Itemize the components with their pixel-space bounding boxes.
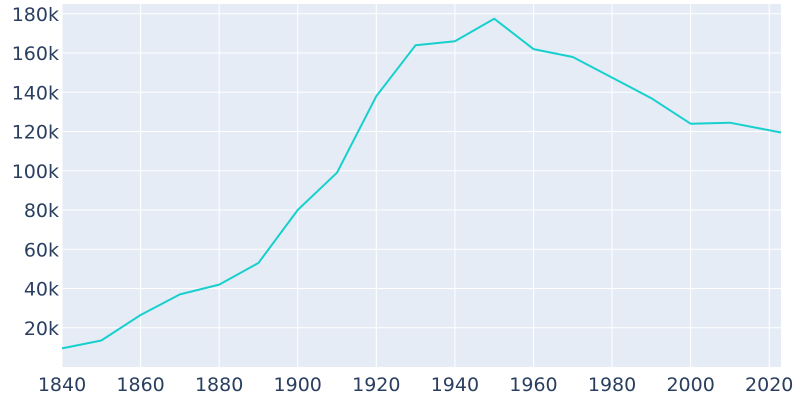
x-tick-label: 1980 — [588, 374, 636, 396]
data-point-2023[interactable] — [777, 129, 785, 137]
x-tick-label: 1900 — [274, 374, 322, 396]
x-tick-label: 1860 — [116, 374, 164, 396]
x-tick-label: 1940 — [431, 374, 479, 396]
y-tick-label: 20k — [24, 318, 59, 340]
vertical-gridlines — [61, 4, 770, 367]
data-point-1970[interactable] — [569, 53, 577, 61]
y-tick-label: 180k — [12, 4, 59, 26]
y-tick-label: 40k — [24, 279, 59, 301]
x-tick-label: 1840 — [38, 374, 86, 396]
data-point-1900[interactable] — [294, 206, 302, 214]
data-point-1920[interactable] — [372, 92, 380, 100]
y-tick-label: 120k — [12, 122, 59, 144]
x-tick-label: 1960 — [509, 374, 557, 396]
y-tick-label: 160k — [12, 43, 59, 65]
x-tick-label: 2020 — [745, 374, 793, 396]
x-tick-label: 1880 — [195, 374, 243, 396]
data-point-1840[interactable] — [58, 344, 66, 352]
data-point-1960[interactable] — [529, 45, 537, 53]
data-point-1910[interactable] — [333, 169, 341, 177]
x-tick-label: 1920 — [352, 374, 400, 396]
x-axis-tick-labels: 1840 1860 1880 1900 1920 1940 1960 1980 2000 2020 — [38, 374, 794, 396]
series-layer — [58, 15, 785, 352]
series-line-0 — [61, 17, 782, 350]
data-point-1940[interactable] — [451, 37, 459, 45]
data-point-1870[interactable] — [176, 290, 184, 298]
data-point-1880[interactable] — [215, 281, 223, 289]
data-point-1950[interactable] — [490, 15, 498, 23]
x-tick-label: 2000 — [666, 374, 714, 396]
data-point-1890[interactable] — [254, 259, 262, 267]
data-point-1850[interactable] — [97, 337, 105, 345]
y-axis-tick-labels: 20k 40k 60k 80k 100k 120k 140k 160k 180k — [12, 4, 59, 340]
data-point-1930[interactable] — [412, 41, 420, 49]
data-point-1860[interactable] — [137, 311, 145, 319]
y-tick-label: 80k — [24, 200, 59, 222]
data-point-2000[interactable] — [687, 120, 695, 128]
data-point-1990[interactable] — [647, 94, 655, 102]
data-point-2010[interactable] — [726, 119, 734, 127]
y-tick-label: 60k — [24, 239, 59, 261]
horizontal-gridlines — [62, 13, 781, 329]
plot-background — [62, 4, 781, 367]
y-tick-label: 140k — [12, 82, 59, 104]
y-tick-label: 100k — [12, 161, 59, 183]
data-point-1980[interactable] — [608, 74, 616, 82]
